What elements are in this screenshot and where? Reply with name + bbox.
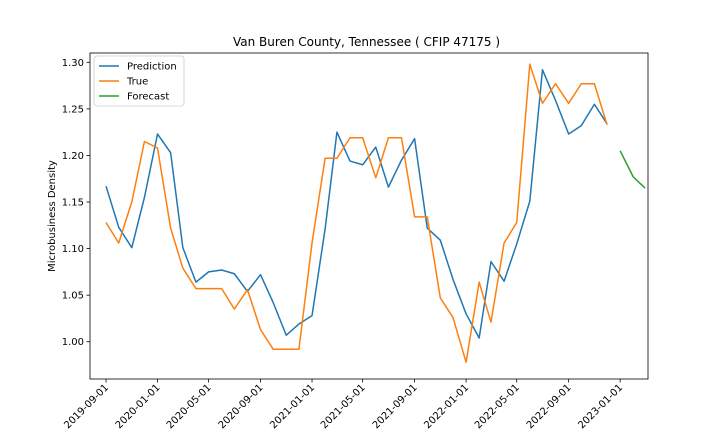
series-line-forecast	[619, 150, 646, 189]
x-axis: 2019-09-01 2020-01-01 2020-05-01 2020-09-01…	[62, 379, 625, 431]
legend-label: Forecast	[127, 92, 169, 103]
x-tick-label: 2019-09-01	[62, 382, 111, 431]
chart-title: Van Buren County, Tennessee ( CFIP 47175…	[233, 35, 500, 49]
y-tick-label: 1.00	[62, 337, 84, 348]
x-tick-label: 2020-05-01	[165, 382, 214, 431]
x-tick-label: 2021-09-01	[371, 382, 420, 431]
x-tick-label: 2020-01-01	[114, 382, 163, 431]
x-tick-label: 2022-01-01	[422, 382, 471, 431]
y-tick-label: 1.30	[62, 58, 84, 69]
y-tick-label: 1.10	[62, 244, 84, 255]
legend: Prediction True Forecast	[93, 55, 185, 107]
y-tick-label: 1.15	[62, 198, 84, 209]
y-tick-label: 1.25	[62, 104, 84, 115]
y-axis-label: Microbusiness Density	[47, 160, 58, 272]
x-tick-label: 2022-09-01	[525, 382, 574, 431]
x-tick-label: 2021-01-01	[268, 382, 317, 431]
y-axis: 1.00 1.05 1.10 1.15 1.20 1.25 1.30	[62, 58, 90, 348]
x-tick-label: 2023-01-01	[576, 382, 625, 431]
y-tick-label: 1.20	[62, 151, 84, 162]
plot-area	[89, 52, 649, 380]
series-lines	[105, 63, 646, 363]
series-line-true	[105, 63, 608, 363]
series-line-prediction	[105, 69, 608, 339]
x-tick-label: 2022-05-01	[473, 382, 522, 431]
y-tick-label: 1.05	[62, 291, 84, 302]
legend-label: Prediction	[127, 62, 177, 73]
legend-label: True	[126, 77, 148, 88]
legend-frame	[93, 55, 185, 107]
x-tick-label: 2021-05-01	[319, 382, 368, 431]
x-tick-label: 2020-09-01	[217, 382, 266, 431]
